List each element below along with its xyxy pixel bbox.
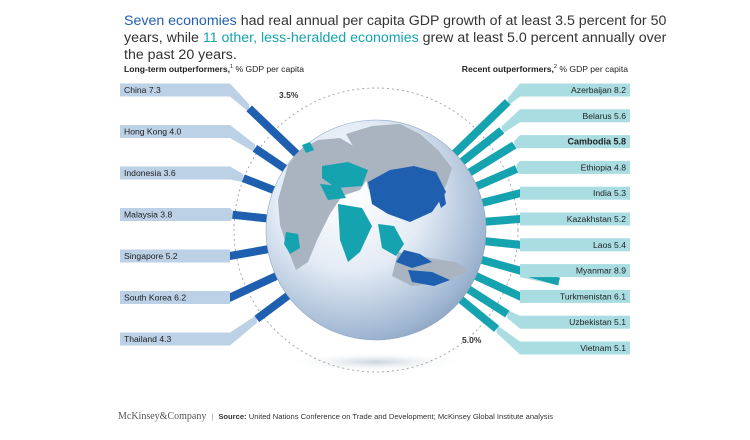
long-term-panel-title: Long-term outperformers,1 % GDP per capi… xyxy=(124,64,304,74)
label-cambodia: Cambodia 5.8 xyxy=(567,137,626,147)
globe-map xyxy=(278,124,470,286)
source-text: United Nations Conference on Trade and D… xyxy=(246,412,554,421)
label-bg-vietnam xyxy=(520,341,630,355)
connector-malaysia xyxy=(230,208,233,221)
bar-turkmenistan xyxy=(468,269,528,303)
long-term-subtitle: % GDP per capita xyxy=(233,64,305,74)
bar-south-korea xyxy=(223,270,284,304)
label-bg-uzbekistan xyxy=(520,315,630,329)
long-term-title: Long-term outperformers, xyxy=(124,64,230,74)
label-bg-azerbaijan xyxy=(520,83,630,97)
label-malaysia: Malaysia 3.8 xyxy=(124,210,172,220)
label-south-korea: South Korea 6.2 xyxy=(124,293,186,303)
label-bg-cambodia xyxy=(520,135,630,149)
label-uzbekistan: Uzbekistan 5.1 xyxy=(569,317,626,327)
label-bg-south-korea xyxy=(120,291,230,304)
connector-belarus xyxy=(501,109,520,135)
map-belarus xyxy=(302,142,314,153)
long-term-threshold: 3.5% xyxy=(279,90,299,100)
label-bg-hong-kong xyxy=(120,125,230,138)
label-bg-singapore xyxy=(120,249,230,263)
bar-hong-kong xyxy=(252,145,293,176)
bar-thailand xyxy=(254,289,296,323)
globe-shadow xyxy=(286,352,466,372)
map-southeast-asia xyxy=(378,224,404,256)
headline-lead-teal: 11 other, less-heralded economies xyxy=(202,30,419,46)
connector-ethiopia xyxy=(516,160,520,174)
source-label: Source: xyxy=(218,412,247,421)
connector-china xyxy=(230,83,250,113)
map-malaysia xyxy=(396,250,432,268)
threshold-ring xyxy=(233,87,519,373)
brand-logo: McKinsey&Company xyxy=(118,411,207,422)
map-india xyxy=(338,204,372,262)
label-bg-china xyxy=(120,83,230,97)
bar-myanmar xyxy=(475,254,561,286)
connector-cambodia xyxy=(514,135,520,150)
label-bg-turkmenistan xyxy=(520,289,630,303)
label-bg-thailand xyxy=(120,332,230,346)
connector-vietnam xyxy=(496,324,520,355)
map-indonesia xyxy=(408,270,450,286)
headline: Seven economies had real annual per capi… xyxy=(124,13,684,64)
label-bg-laos xyxy=(520,238,630,252)
bar-belarus xyxy=(455,127,505,169)
label-kazakhstan: Kazakhstan 5.2 xyxy=(567,214,626,224)
map-ethiopia xyxy=(284,232,300,254)
label-belarus: Belarus 5.6 xyxy=(583,111,627,121)
recent-threshold: 5.0% xyxy=(462,335,482,345)
label-bg-myanmar xyxy=(520,264,630,278)
label-india: India 5.3 xyxy=(593,188,626,198)
label-bg-india xyxy=(520,186,630,200)
map-south-korea xyxy=(438,192,446,208)
label-vietnam: Vietnam 5.1 xyxy=(580,343,626,353)
label-hong-kong: Hong Kong 4.0 xyxy=(124,127,182,137)
bar-indonesia xyxy=(241,174,281,196)
label-bg-malaysia xyxy=(120,208,230,221)
label-bg-belarus xyxy=(520,109,630,123)
bar-cambodia xyxy=(462,141,517,179)
map-kazakhstan xyxy=(322,162,368,188)
label-ethiopia: Ethiopia 4.8 xyxy=(581,162,627,172)
label-laos: Laos 5.4 xyxy=(593,240,626,250)
recent-subtitle: % GDP per capita xyxy=(556,64,628,74)
label-bg-ethiopia xyxy=(520,160,630,174)
label-indonesia: Indonesia 3.6 xyxy=(124,168,176,178)
headline-lead-dark: Seven economies xyxy=(124,13,237,29)
label-china: China 7.3 xyxy=(124,85,161,95)
long-term-footnote-mark: 1 xyxy=(230,64,234,71)
headline-text-2: grew at least 5.0 percent annually over … xyxy=(124,30,667,63)
recent-footnote-mark: 2 xyxy=(553,64,557,71)
connector-hong-kong xyxy=(230,125,255,153)
labels: China 7.3 Hong Kong 4.0 Indonesia 3.6 Malay… xyxy=(120,83,630,355)
label-bg-kazakhstan xyxy=(520,212,630,226)
connector-azerbaijan xyxy=(507,83,520,106)
label-bg-indonesia xyxy=(120,166,230,180)
label-myanmar: Myanmar 8.9 xyxy=(576,266,626,276)
headline-text-1: had real annual per capita GDP growth of… xyxy=(124,13,667,46)
recent-title: Recent outperformers, xyxy=(461,64,554,74)
bar-singapore xyxy=(220,244,275,262)
label-singapore: Singapore 5.2 xyxy=(124,251,178,261)
label-turkmenistan: Turkmenistan 6.1 xyxy=(560,291,626,301)
connector-uzbekistan xyxy=(507,310,520,329)
bar-vietnam xyxy=(453,292,500,332)
connector-indonesia xyxy=(230,166,244,183)
footer: McKinsey&Company | Source: United Nations … xyxy=(118,411,553,422)
map-central-asia xyxy=(320,184,346,200)
bar-azerbaijan xyxy=(447,99,511,161)
bar-malaysia xyxy=(232,210,274,223)
map-china xyxy=(368,166,446,222)
bar-china xyxy=(246,105,304,161)
footer-separator: | xyxy=(211,412,214,421)
recent-panel-title: Recent outperformers,2 % GDP per capita xyxy=(462,64,628,74)
label-thailand: Thailand 4.3 xyxy=(124,334,172,344)
connector-thailand xyxy=(230,314,257,346)
bar-ethiopia xyxy=(469,165,519,193)
label-azerbaijan: Azerbaijan 8.2 xyxy=(571,85,626,95)
bar-uzbekistan xyxy=(461,282,510,318)
